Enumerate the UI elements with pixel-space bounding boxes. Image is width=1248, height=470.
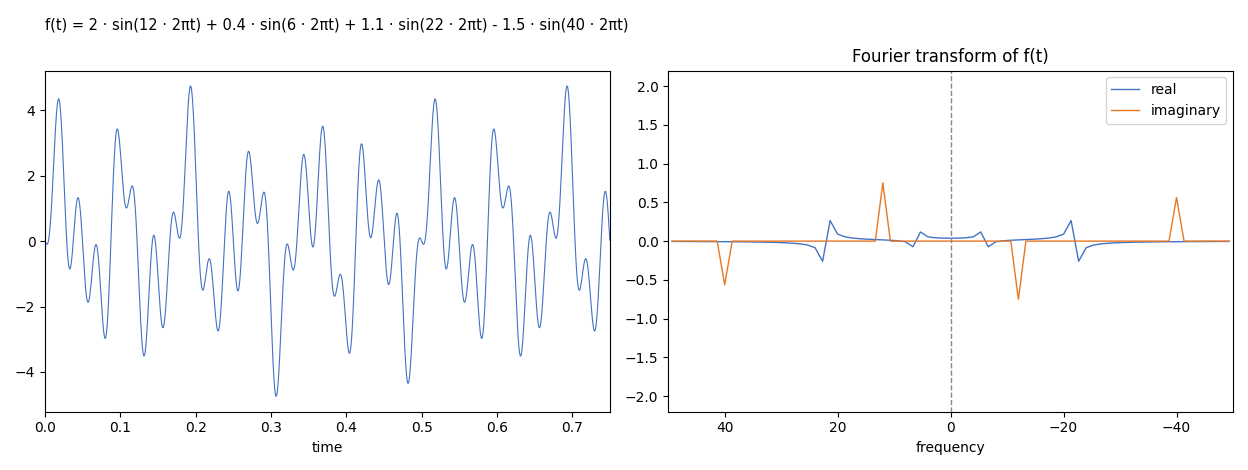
real bbox=[1222, 239, 1237, 244]
real bbox=[1063, 218, 1078, 223]
real bbox=[664, 239, 679, 244]
Text: f(t) = 2 · sin(12 · 2πt) + 0.4 · sin(6 · 2πt) + 1.1 · sin(22 · 2πt) - 1.5 · sin(: f(t) = 2 · sin(12 · 2πt) + 0.4 · sin(6 ·… bbox=[45, 18, 629, 32]
imaginary bbox=[748, 238, 763, 244]
imaginary bbox=[875, 180, 890, 186]
imaginary bbox=[1222, 238, 1237, 244]
imaginary bbox=[785, 238, 800, 244]
imaginary bbox=[1011, 297, 1026, 302]
real bbox=[710, 239, 725, 244]
Legend: real, imaginary: real, imaginary bbox=[1106, 78, 1226, 124]
imaginary bbox=[770, 238, 785, 244]
imaginary bbox=[1177, 238, 1192, 244]
real bbox=[770, 240, 785, 245]
X-axis label: time: time bbox=[312, 441, 343, 455]
real bbox=[1071, 258, 1086, 264]
real bbox=[785, 240, 800, 246]
imaginary bbox=[664, 238, 679, 244]
real bbox=[1177, 239, 1192, 244]
Line: imaginary: imaginary bbox=[671, 183, 1229, 299]
Title: Fourier transform of f(t): Fourier transform of f(t) bbox=[852, 48, 1050, 66]
real bbox=[748, 239, 763, 245]
Line: real: real bbox=[671, 220, 1229, 261]
imaginary bbox=[710, 238, 725, 244]
real bbox=[763, 239, 778, 245]
imaginary bbox=[763, 238, 778, 244]
X-axis label: frequency: frequency bbox=[916, 441, 986, 455]
